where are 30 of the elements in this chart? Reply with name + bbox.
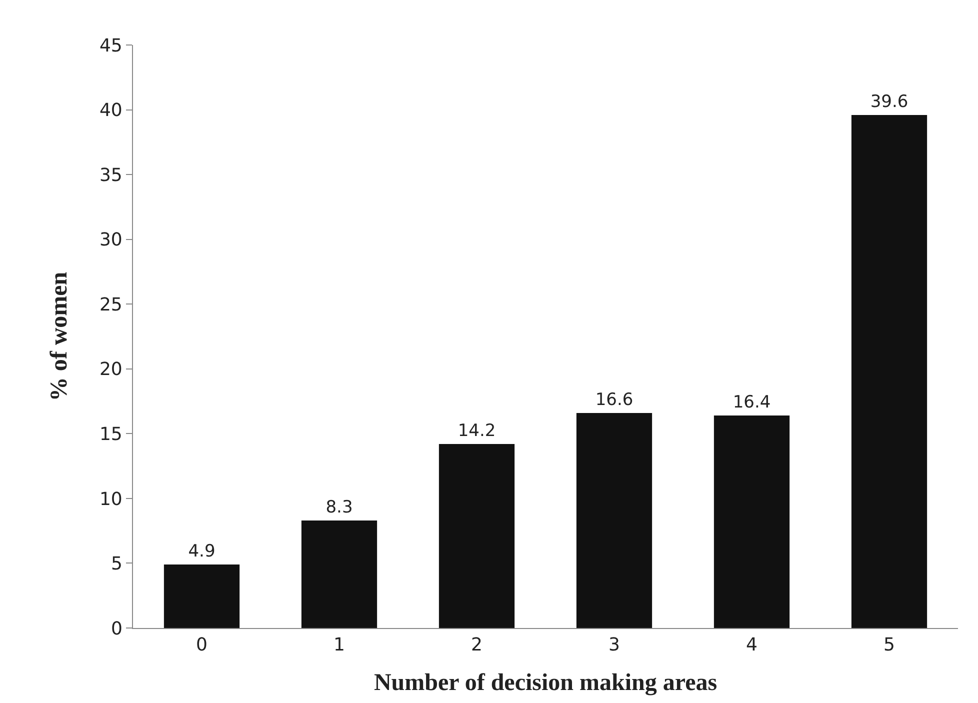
y-tick-label: 30 — [99, 230, 122, 251]
y-tick-label: 25 — [99, 294, 122, 316]
y-axis-title: % of women — [46, 272, 73, 402]
bar — [438, 444, 515, 628]
y-tick-label: 35 — [99, 164, 122, 186]
bar — [576, 412, 652, 628]
data-label: 39.6 — [870, 92, 908, 112]
data-label: 16.6 — [595, 390, 634, 410]
bar — [164, 564, 240, 628]
bar — [301, 520, 378, 628]
bar — [714, 416, 790, 628]
data-label: 4.9 — [188, 542, 216, 562]
x-tick-label: 4 — [746, 634, 758, 656]
y-tick-label: 5 — [110, 554, 122, 575]
x-axis-title: Number of decision making areas — [374, 670, 718, 696]
data-label: 14.2 — [458, 421, 496, 442]
x-tick-label: 2 — [471, 634, 482, 656]
x-tick-label: 5 — [884, 634, 895, 656]
x-tick-label: 1 — [334, 634, 345, 656]
data-label: 8.3 — [326, 497, 353, 518]
x-tick-label: 3 — [608, 634, 620, 656]
y-tick-label: 40 — [99, 100, 122, 122]
y-tick-label: 10 — [99, 488, 122, 510]
data-label: 16.4 — [732, 392, 771, 413]
bar — [851, 114, 928, 628]
x-tick-label: 0 — [196, 634, 208, 656]
y-tick-label: 15 — [99, 424, 122, 445]
y-tick-label: 20 — [99, 359, 122, 380]
y-tick-label: 0 — [110, 618, 122, 640]
y-tick-label: 45 — [99, 35, 122, 56]
